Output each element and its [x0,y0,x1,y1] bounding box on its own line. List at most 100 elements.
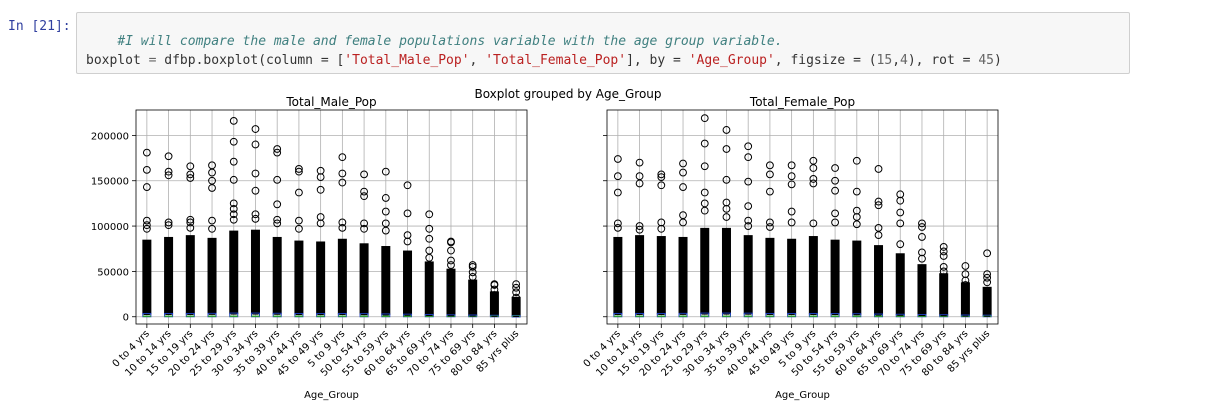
outlier-point [766,187,774,196]
box-7 [765,161,775,318]
code-string-male: 'Total_Male_Pop' [344,53,470,68]
outlier-point [722,204,731,213]
outlier-point [831,164,839,172]
code-num-45: 45 [978,53,994,68]
outlier-point [918,219,926,228]
outlier-point [831,186,839,195]
outlier-point [744,153,753,162]
y-tick-label: 150000 [91,177,129,188]
dense-outliers [895,253,905,316]
panel-title: Total_Male_Pop [285,95,376,109]
outlier-point [700,114,709,123]
box-10 [830,164,840,318]
code-call: dfbp.boxplot(column = [ [164,53,345,68]
code-rot: ), rot = [907,53,979,68]
outlier-point [403,209,412,218]
outlier-point [208,184,216,192]
box-6 [743,142,753,318]
dense-outliers [403,250,413,316]
box-4 [700,114,710,318]
outlier-point [766,161,774,170]
outlier-point [744,142,753,151]
outlier-point [468,272,477,281]
outlier-point [273,148,282,157]
outlier-point [896,196,905,205]
dense-outliers [446,268,456,316]
box-9 [808,156,818,318]
box-16 [960,262,970,318]
outlier-point [251,169,260,178]
x-axis-label: Age_Group [304,390,359,401]
outlier-point [316,185,325,194]
outlier-point [229,204,238,213]
outlier-point [490,294,499,303]
code-cell-input[interactable]: #I will compare the male and female popu… [76,12,1130,74]
outlier-point [635,179,644,188]
code-statement-line: boxplot = dfbp.boxplot(column = ['Total_… [86,53,1002,68]
dense-outliers [207,237,217,315]
dense-outliers [765,237,775,315]
outlier-point [468,268,477,277]
outlier-point [613,219,622,228]
outlier-point [142,165,151,174]
dense-outliers [982,286,992,317]
box-8 [316,166,326,318]
outlier-point [142,221,151,230]
outlier-point [635,225,644,234]
outlier-point [512,297,521,306]
x-axis-label: Age_Group [775,390,830,401]
box-7 [294,165,304,318]
boxplot-figure: Boxplot grouped by Age_Group 0 50000 100000… [91,87,999,401]
box-16 [489,280,499,318]
outlier-point [809,164,818,172]
dense-outliers [229,230,239,315]
outlier-point [512,288,521,297]
box-14 [446,237,456,318]
dense-outliers [939,273,949,316]
outlier-point [273,219,282,228]
outlier-point [983,249,992,258]
code-figsize: , figsize = ( [774,53,877,68]
dense-outliers [337,238,347,315]
outlier-point [874,197,883,206]
dense-outliers [185,235,195,315]
code-comment: #I will compare the male and female popu… [117,34,783,49]
outlier-point [490,285,499,294]
outlier-point [961,262,970,270]
outlier-point [360,170,368,179]
box-17 [982,249,992,318]
y-tick-label: 100000 [91,222,129,233]
outlier-point [251,186,260,195]
outlier-point [273,175,282,184]
outlier-point [896,208,905,217]
outlier-point [896,219,905,228]
outlier-point [447,238,455,247]
code-var: boxplot [86,53,141,68]
outlier-point [744,177,753,186]
box-13 [895,190,905,318]
panel-title: Total_Female_Pop [749,95,855,109]
chart-suptitle: Boxplot grouped by Age_Group [474,87,661,101]
box-14 [917,219,927,318]
dense-outliers [511,296,521,317]
outlier-point [939,252,948,260]
outlier-point [939,243,948,251]
outlier-point [208,224,216,233]
outlier-point [490,291,499,299]
outlier-point [251,140,260,149]
outlier-point [679,218,687,227]
dense-outliers [721,227,731,315]
outlier-point [447,246,455,255]
axes-frame [606,109,999,325]
outlier-point [468,262,477,271]
outlier-point [939,247,948,256]
code-string-agegroup: 'Age_Group' [688,53,775,68]
dense-outliers [164,236,174,315]
outlier-point [512,280,521,289]
box-2 [656,170,666,318]
outlier-point [295,216,303,225]
code-comment-line: #I will compare the male and female popu… [86,19,783,64]
outlier-point [295,165,303,173]
outlier-point [186,162,195,171]
